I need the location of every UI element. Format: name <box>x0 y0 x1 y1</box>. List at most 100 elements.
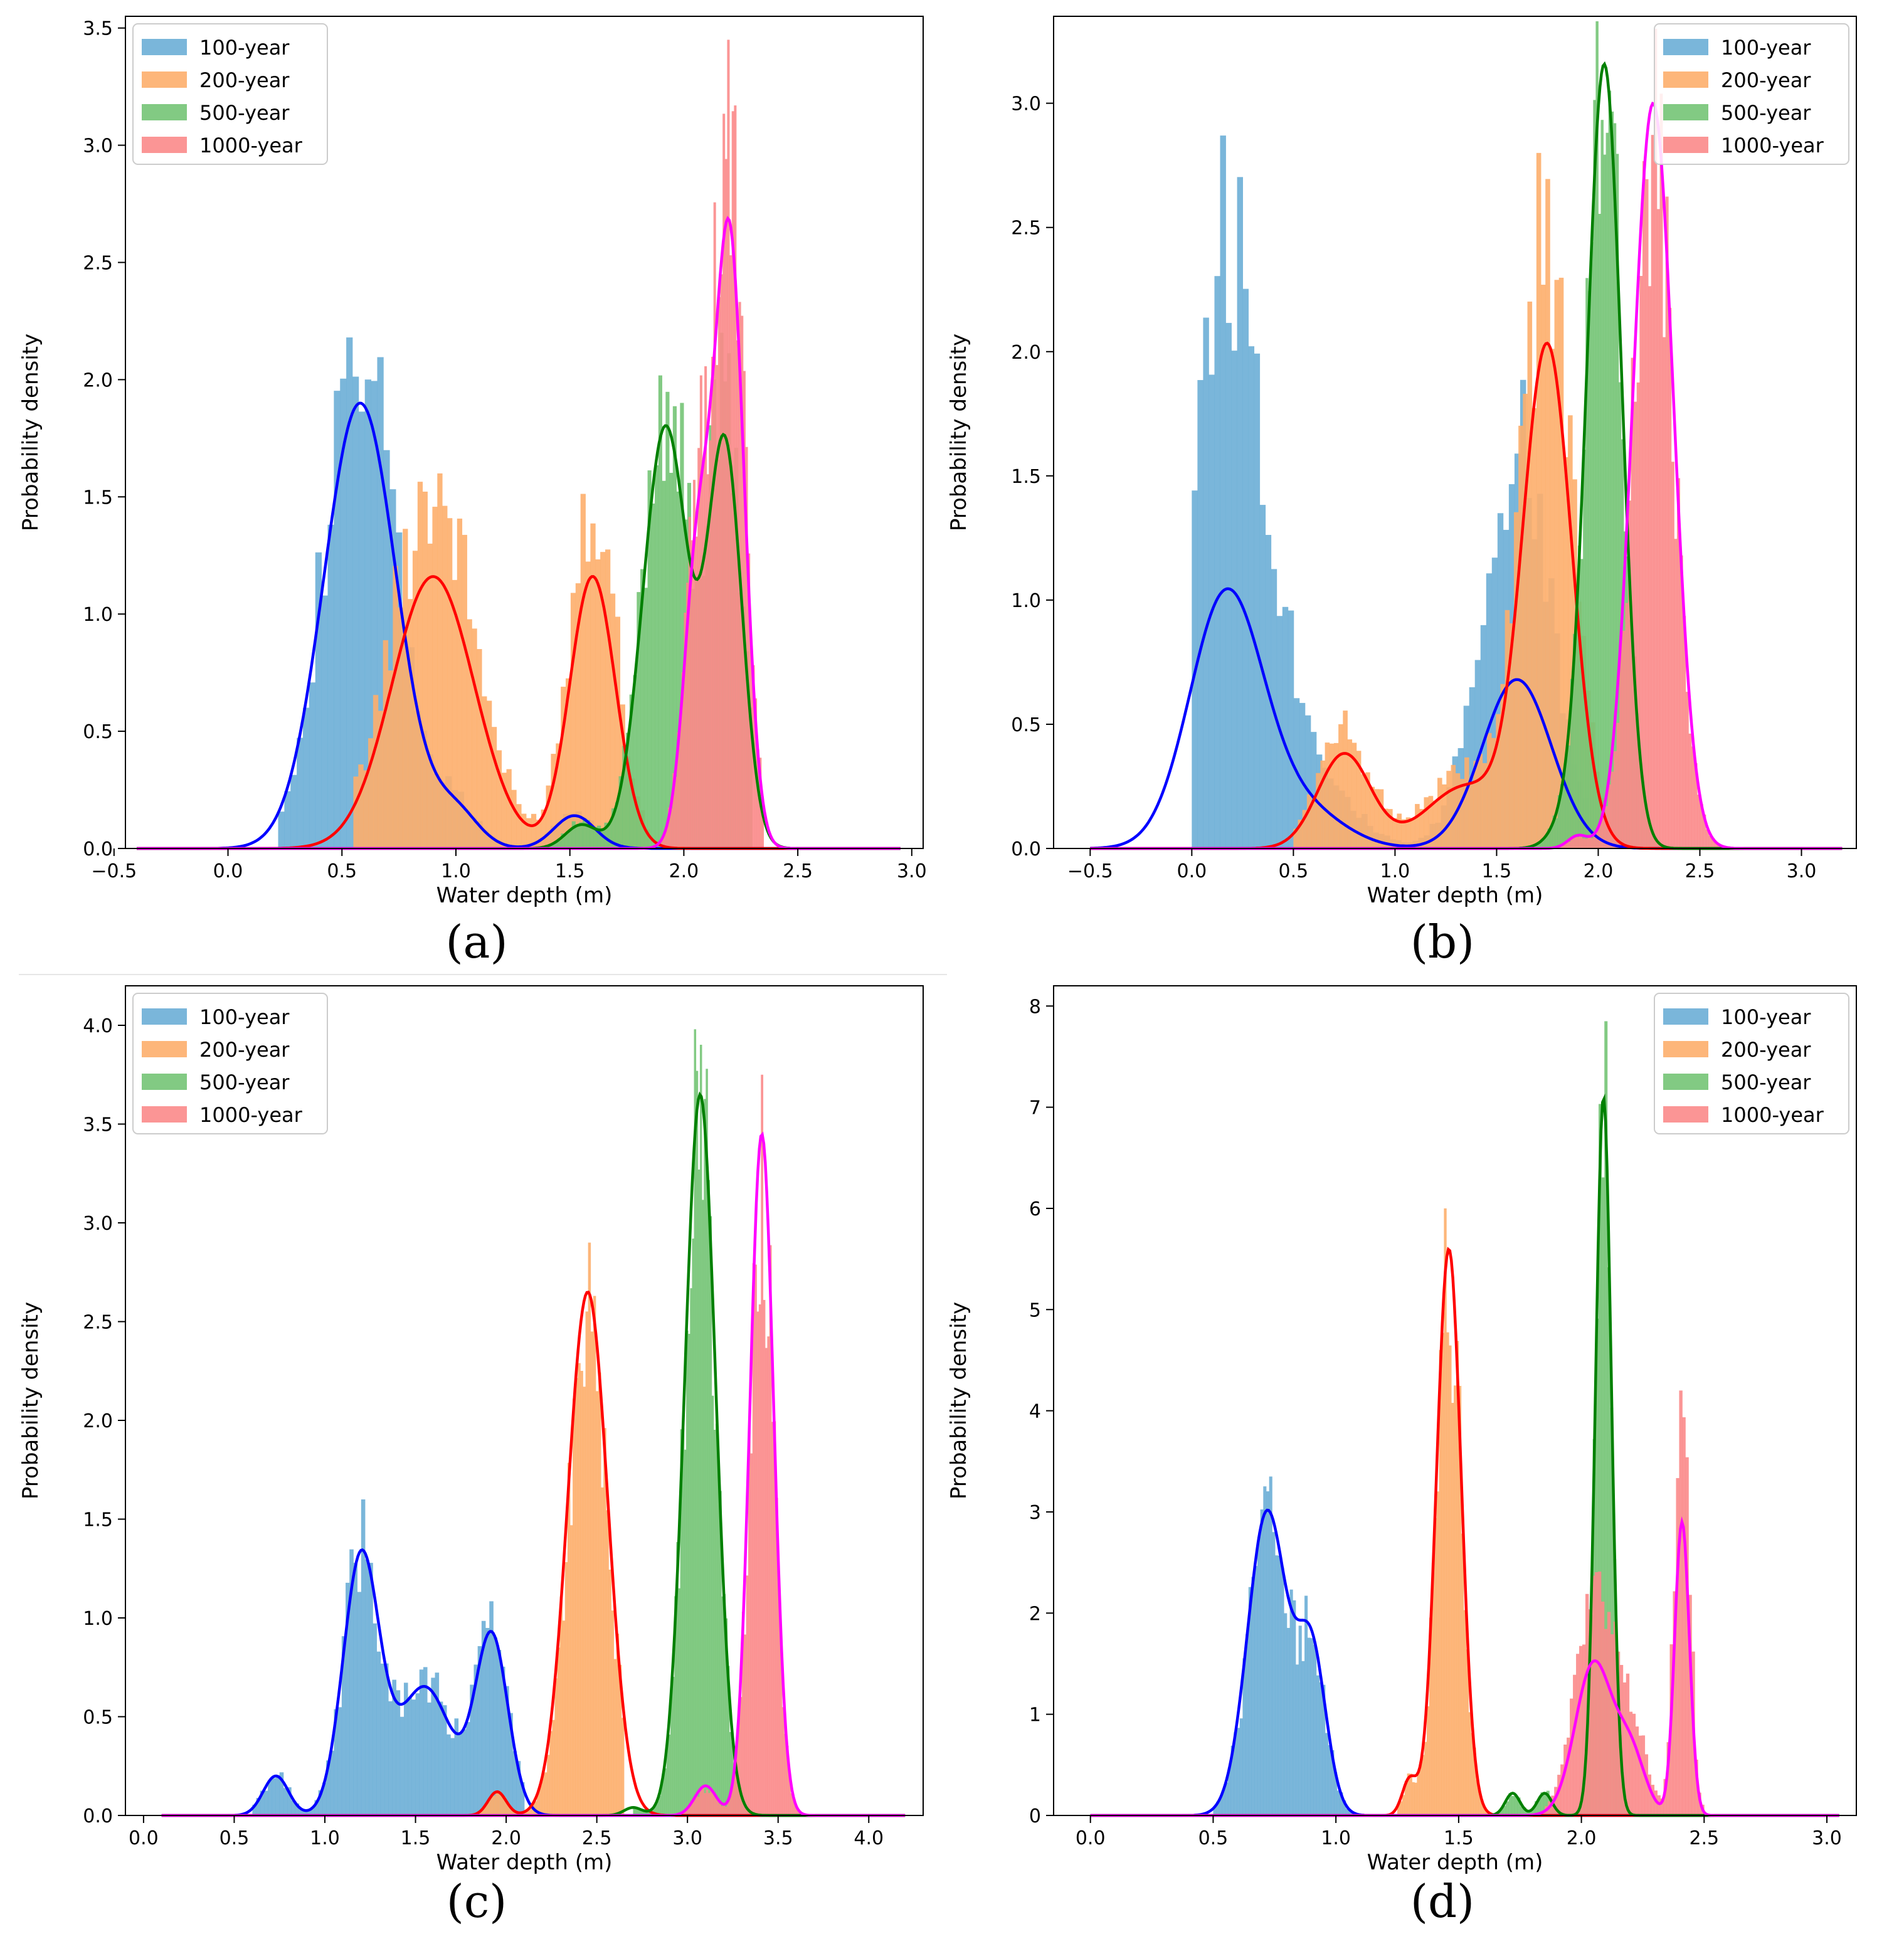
histogram-bar <box>640 569 645 848</box>
histogram-bar <box>618 776 623 848</box>
histogram-bar <box>1214 276 1220 848</box>
histogram-bar <box>1601 1177 1605 1815</box>
y-tick-label: 2.0 <box>83 1410 113 1432</box>
histogram-bar <box>731 1782 734 1815</box>
histogram-bar <box>1254 353 1261 848</box>
y-tick-label: 4 <box>1029 1401 1041 1423</box>
histogram-bar <box>1531 1809 1535 1815</box>
histogram-bar <box>295 1803 300 1815</box>
histogram-bar <box>608 823 612 848</box>
histogram-bar <box>1555 818 1558 848</box>
histogram-bar <box>1464 757 1469 848</box>
histogram-bar <box>585 561 591 848</box>
histogram-bar <box>672 406 677 848</box>
histogram-bar <box>1298 1625 1302 1815</box>
histogram-bar <box>1603 154 1607 849</box>
histogram-bar <box>349 1549 354 1815</box>
histogram-bar <box>613 1659 617 1815</box>
y-tick-label: 1.5 <box>83 487 113 509</box>
histogram-bar <box>643 1810 645 1815</box>
legend-label: 1000-year <box>1721 1103 1824 1127</box>
histogram-bar <box>341 1636 346 1815</box>
histogram-bar <box>512 1751 517 1815</box>
histogram-bar <box>520 1782 525 1815</box>
histogram-bar <box>1576 1654 1580 1815</box>
histogram-bar <box>684 1449 687 1815</box>
histogram-bar <box>672 773 675 848</box>
histogram-bar <box>422 491 428 848</box>
histogram-bar <box>1474 660 1481 848</box>
y-axis-label: Probability density <box>18 334 43 531</box>
histogram-bar <box>1306 794 1312 848</box>
histogram-bar <box>363 770 369 848</box>
legend-label: 200-year <box>199 68 290 92</box>
histogram-bar <box>721 1596 724 1815</box>
x-tick-label: −0.5 <box>91 860 137 882</box>
histogram-bar <box>615 616 621 848</box>
histogram-bar <box>1595 1318 1599 1815</box>
histogram-bar <box>662 1769 665 1815</box>
x-tick-label: 0.0 <box>1177 860 1207 882</box>
histogram-bar <box>524 1812 527 1815</box>
histogram-bar <box>1298 820 1303 848</box>
histogram-bar <box>608 1569 611 1815</box>
histogram-bar <box>699 1788 702 1815</box>
histogram-bar <box>260 1790 265 1815</box>
histogram-bar <box>734 105 737 848</box>
histogram-bar <box>1313 1645 1317 1815</box>
histogram-bar <box>1663 1778 1667 1815</box>
histogram-bar <box>729 1793 732 1815</box>
histogram-bar <box>1542 839 1545 848</box>
histogram-bar <box>559 1596 563 1815</box>
histogram-bar <box>1275 1555 1279 1815</box>
histogram-bar <box>714 1797 717 1815</box>
histogram-bar <box>1234 1732 1237 1815</box>
histogram-bar <box>309 682 316 848</box>
y-tick-label: 2.5 <box>83 252 113 274</box>
histogram-200-year <box>1397 1208 1496 1815</box>
histogram-bar <box>1483 1808 1486 1815</box>
legend-box <box>1654 23 1849 165</box>
histogram-bar <box>378 711 384 848</box>
histogram-bar <box>692 480 695 848</box>
histogram-bar <box>1461 1533 1464 1815</box>
histogram-bar <box>377 357 384 848</box>
histogram-bar <box>536 820 542 848</box>
histogram-bar <box>361 1499 366 1815</box>
histogram-bar <box>1458 1385 1462 1815</box>
histogram-bar <box>513 1810 517 1815</box>
histogram-bar <box>677 732 680 848</box>
legend-label: 200-year <box>1721 68 1811 92</box>
histogram-bar <box>369 1563 373 1815</box>
histogram-bar <box>457 518 463 848</box>
histogram-bar <box>665 391 670 848</box>
histogram-bar <box>618 1664 622 1815</box>
x-tick-label: 3.5 <box>763 1827 793 1849</box>
histogram-bar <box>1563 457 1568 848</box>
histogram-bar <box>352 376 359 848</box>
histogram-bar <box>388 670 393 848</box>
histogram-bar <box>1419 808 1424 848</box>
histogram-bar <box>1463 1610 1467 1815</box>
histogram-bar <box>1449 1345 1452 1815</box>
histogram-bar <box>1518 425 1523 848</box>
histogram-bar <box>1528 1809 1532 1815</box>
histogram-bar <box>423 1667 428 1815</box>
histogram-bar <box>1407 1773 1410 1815</box>
histogram-bar <box>689 1805 692 1815</box>
histogram-bar <box>1567 842 1571 848</box>
histogram-bar <box>1422 1755 1425 1815</box>
histogram-bar <box>564 833 569 848</box>
histogram-bar <box>1277 1556 1281 1815</box>
histogram-bar <box>1537 843 1540 848</box>
histogram-bar <box>688 517 691 848</box>
histogram-bar <box>736 340 739 848</box>
histogram-bar <box>1622 1682 1627 1815</box>
histogram-bar <box>458 1733 463 1815</box>
x-tick-label: 3.0 <box>897 860 927 882</box>
histogram-bar <box>769 1245 772 1815</box>
histogram-bar <box>710 1790 713 1815</box>
histogram-bar <box>716 1800 719 1815</box>
histogram-bar <box>1511 1795 1515 1815</box>
y-tick-label: 3.5 <box>83 18 113 40</box>
